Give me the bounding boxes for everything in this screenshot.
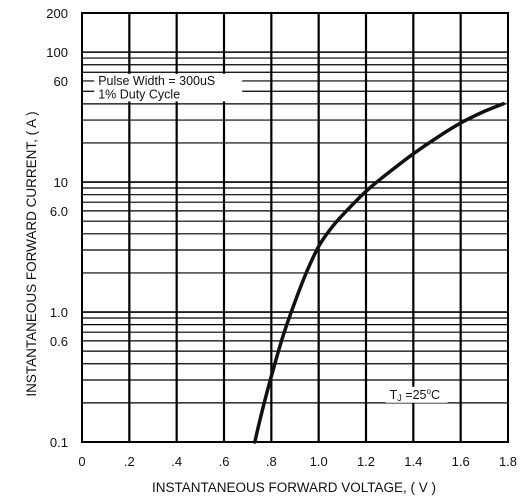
y-tick-label: 100	[46, 45, 68, 60]
y-tick-label: 6.0	[50, 204, 68, 219]
x-tick-label: .8	[266, 454, 277, 469]
y-tick-label: 200	[46, 6, 68, 21]
x-tick-labels: 0 .2 .4 .6 .8 1.0 1.2 1.4 1.6 1.8	[78, 454, 517, 469]
y-tick-label: 10	[54, 175, 68, 190]
annotation-bg	[94, 87, 243, 102]
x-tick-label: 0	[78, 454, 85, 469]
x-tick-label: 1.6	[452, 454, 470, 469]
grid	[82, 12, 508, 443]
tj-label-bg	[385, 386, 448, 403]
annotation-bg	[94, 73, 243, 88]
x-tick-label: 1.2	[357, 454, 375, 469]
x-tick-label: 1.0	[310, 454, 328, 469]
x-tick-label: .4	[171, 454, 182, 469]
x-tick-label: .6	[219, 454, 230, 469]
series	[253, 102, 506, 444]
plot-frame	[81, 12, 509, 443]
x-tick-label: 1.8	[499, 454, 517, 469]
y-tick-labels: 0.1 0.6 1.0 6.0 10 60 100 200	[46, 6, 68, 450]
x-tick-label: 1.4	[404, 454, 422, 469]
x-axis-label: INSTANTANEOUS FORWARD VOLTAGE, ( V )	[152, 480, 436, 495]
tj-label: TJ =25oC	[390, 387, 440, 403]
y-tick-label: 0.1	[50, 435, 68, 450]
y-axis-label: INSTANTANEOUS FORWARD CURRENT, ( A )	[24, 111, 39, 396]
y-tick-label: 1.0	[50, 305, 68, 320]
y-tick-label: 60	[54, 74, 68, 89]
annotation-text: 1% Duty Cycle	[98, 87, 180, 101]
annotation-text: Pulse Width = 300uS	[98, 74, 215, 88]
plot-border	[81, 12, 509, 443]
series-line	[253, 102, 506, 444]
x-tick-label: .2	[124, 454, 135, 469]
y-tick-label: 0.6	[50, 334, 68, 349]
